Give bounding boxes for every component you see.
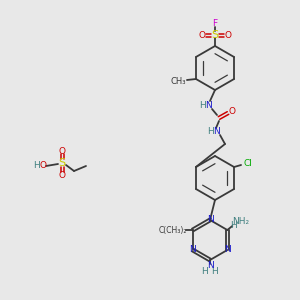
Text: O: O <box>58 146 65 155</box>
Text: O: O <box>40 161 46 170</box>
Text: NH₂: NH₂ <box>232 218 249 226</box>
Text: H: H <box>200 101 206 110</box>
Text: N: N <box>206 101 212 110</box>
Text: N: N <box>214 128 220 136</box>
Text: S: S <box>58 158 66 168</box>
Text: H: H <box>202 266 208 275</box>
Text: O: O <box>229 106 236 116</box>
Text: O: O <box>58 170 65 179</box>
Text: N: N <box>207 262 213 271</box>
Text: S: S <box>212 30 219 40</box>
Text: O: O <box>224 31 232 40</box>
Text: H: H <box>208 128 214 136</box>
Text: H: H <box>33 161 39 170</box>
Text: N: N <box>207 215 213 224</box>
Text: H: H <box>212 266 218 275</box>
Text: H: H <box>230 220 237 230</box>
Text: CH₃: CH₃ <box>170 76 186 85</box>
Text: N: N <box>189 245 196 254</box>
Text: O: O <box>199 31 206 40</box>
Text: F: F <box>212 20 217 28</box>
Text: N: N <box>224 245 231 254</box>
Text: C(CH₃)₂: C(CH₃)₂ <box>158 226 187 235</box>
Text: Cl: Cl <box>244 160 253 169</box>
